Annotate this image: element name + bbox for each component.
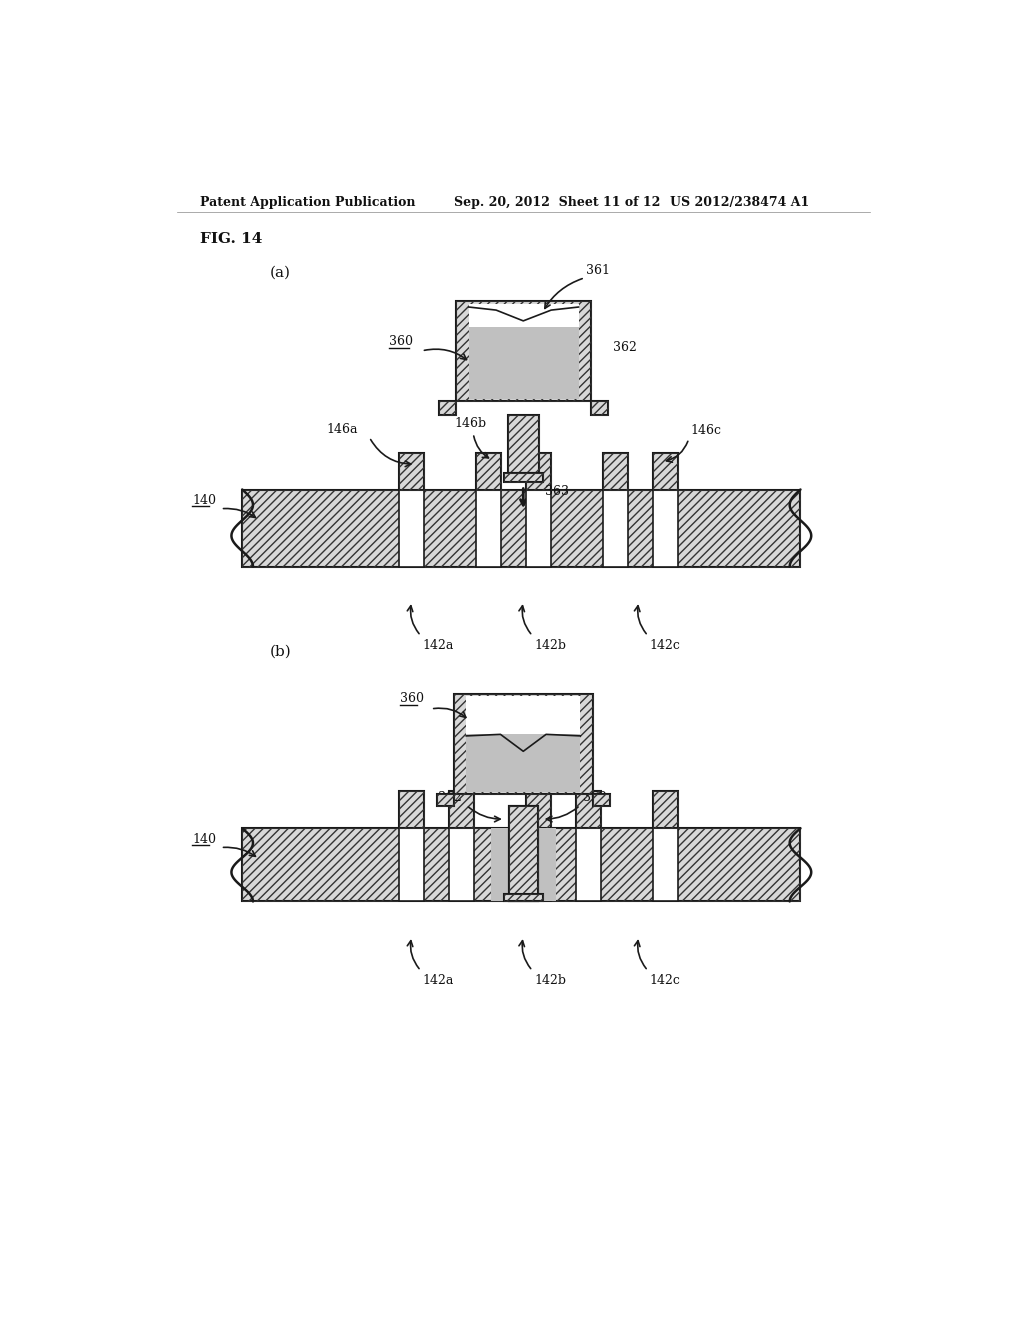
Bar	[653, 453, 678, 490]
Bar	[526, 829, 551, 902]
Bar	[577, 792, 601, 829]
Text: Patent Application Publication: Patent Application Publication	[200, 195, 416, 209]
Bar	[603, 453, 628, 490]
Bar	[603, 490, 628, 566]
Text: 362: 362	[583, 791, 606, 804]
Text: Sep. 20, 2012  Sheet 11 of 12: Sep. 20, 2012 Sheet 11 of 12	[454, 195, 660, 209]
Text: 142a: 142a	[422, 974, 454, 987]
Bar	[490, 829, 556, 902]
Bar	[243, 829, 801, 902]
Text: 142b: 142b	[535, 639, 566, 652]
Bar	[466, 696, 581, 737]
Bar	[526, 453, 551, 490]
Bar	[457, 301, 591, 401]
Bar	[476, 453, 501, 490]
Text: 361: 361	[587, 264, 610, 277]
Text: 140: 140	[193, 494, 216, 507]
Text: 146c: 146c	[690, 425, 721, 437]
Text: 363: 363	[545, 484, 568, 498]
Bar	[450, 792, 474, 829]
Text: FIG. 14: FIG. 14	[200, 232, 262, 247]
Bar	[457, 301, 591, 401]
Bar	[439, 401, 457, 414]
Bar	[399, 829, 424, 902]
Text: 362: 362	[612, 341, 637, 354]
Bar	[399, 453, 424, 490]
Bar	[526, 453, 551, 490]
Bar	[450, 792, 474, 829]
Text: 140: 140	[193, 833, 216, 846]
Bar	[591, 401, 608, 414]
Bar	[508, 414, 539, 473]
Bar	[653, 829, 678, 902]
Bar	[508, 414, 539, 473]
Text: (b): (b)	[270, 644, 292, 659]
Bar	[243, 829, 801, 902]
Bar	[476, 490, 501, 566]
Bar	[399, 453, 424, 490]
Bar	[243, 490, 801, 566]
Bar	[593, 793, 609, 807]
Bar	[243, 490, 801, 566]
Text: 142a: 142a	[422, 639, 454, 652]
Text: 360: 360	[388, 335, 413, 348]
Text: 146b: 146b	[454, 417, 486, 430]
Text: 142c: 142c	[649, 639, 680, 652]
Bar	[653, 792, 678, 829]
Bar	[653, 490, 678, 566]
Bar	[504, 473, 543, 482]
Bar	[466, 734, 581, 792]
Bar	[577, 829, 601, 902]
Text: 146a: 146a	[327, 422, 358, 436]
Bar	[437, 793, 454, 807]
Bar	[653, 792, 678, 829]
Text: (a): (a)	[270, 265, 291, 280]
Bar	[509, 807, 538, 902]
Bar	[504, 894, 543, 902]
Bar	[469, 304, 579, 327]
Bar	[603, 453, 628, 490]
Text: 362: 362	[438, 791, 462, 804]
Bar	[399, 792, 424, 829]
Bar	[504, 894, 543, 902]
Text: 142b: 142b	[535, 974, 566, 987]
Bar	[439, 401, 457, 414]
Bar	[454, 693, 593, 793]
Bar	[504, 473, 543, 482]
Bar	[469, 304, 579, 399]
Bar	[476, 453, 501, 490]
Bar	[509, 807, 538, 902]
Bar	[454, 693, 593, 793]
Bar	[591, 401, 608, 414]
Bar	[653, 453, 678, 490]
Text: 142c: 142c	[649, 974, 680, 987]
Text: US 2012/238474 A1: US 2012/238474 A1	[670, 195, 809, 209]
Bar	[593, 793, 609, 807]
Bar	[509, 807, 538, 902]
Bar	[509, 807, 538, 902]
Bar	[577, 792, 601, 829]
Bar	[450, 829, 474, 902]
Bar	[526, 490, 551, 566]
Bar	[526, 792, 551, 829]
Text: 360: 360	[400, 693, 424, 705]
Bar	[399, 792, 424, 829]
Bar	[399, 490, 424, 566]
Bar	[526, 792, 551, 829]
Bar	[437, 793, 454, 807]
